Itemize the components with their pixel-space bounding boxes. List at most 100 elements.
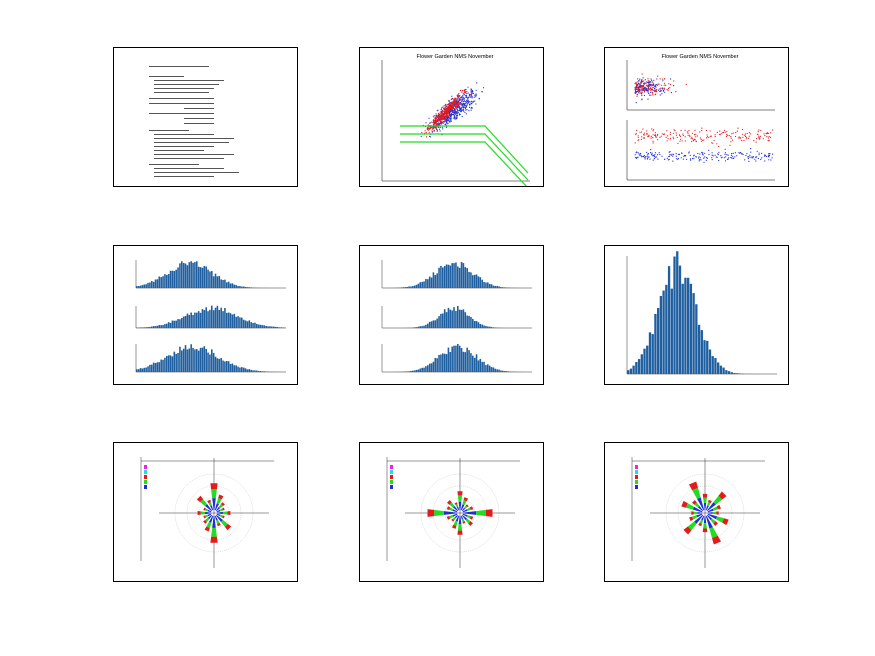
data-point (644, 82, 646, 84)
rose-wedge (712, 506, 718, 511)
data-point (653, 158, 655, 160)
data-point (465, 105, 467, 107)
data-point (727, 158, 729, 160)
histogram-bar (207, 311, 209, 328)
data-point (725, 135, 727, 138)
data-point (665, 136, 667, 138)
rose-wedge (200, 511, 206, 515)
data-point (455, 108, 457, 110)
rose-wedge (469, 506, 474, 510)
data-point (732, 139, 734, 141)
histogram-bar (419, 368, 422, 372)
data-point (459, 97, 461, 99)
data-point (654, 90, 656, 92)
data-point (708, 136, 710, 139)
data-point (703, 139, 705, 141)
histogram-bar (502, 370, 504, 372)
wind-rose-chart (631, 457, 765, 568)
data-point (639, 92, 641, 94)
histogram-bar (445, 264, 448, 288)
data-point (658, 152, 660, 154)
histogram-bar (218, 358, 221, 372)
rose-wedge (689, 516, 694, 522)
data-point (649, 94, 651, 96)
data-point (432, 131, 434, 133)
histogram-bar (203, 310, 206, 328)
data-point (471, 103, 473, 105)
histogram-bar (194, 262, 196, 288)
rose-wedge (712, 511, 717, 515)
data-point (706, 134, 708, 136)
data-point (747, 137, 749, 139)
data-point (659, 78, 661, 80)
data-point (463, 105, 465, 107)
data-point (645, 88, 647, 90)
data-point (643, 132, 645, 134)
data-point (437, 112, 439, 114)
data-point (770, 136, 772, 138)
data-point (446, 104, 448, 106)
histogram-bar (212, 276, 215, 288)
data-point (461, 103, 463, 105)
histogram-bar (197, 266, 200, 288)
data-point (745, 138, 747, 140)
wind-rose-chart (140, 457, 274, 568)
histogram-bar (233, 284, 236, 288)
rose-wedge (204, 526, 210, 532)
histogram-bar (241, 286, 243, 288)
data-point (438, 126, 440, 129)
data-point (700, 140, 702, 142)
data-point (455, 113, 457, 115)
data-point (643, 94, 645, 97)
histogram-bar (222, 360, 224, 372)
data-point (662, 78, 664, 80)
data-point (441, 115, 444, 117)
histogram-bar (494, 368, 497, 372)
data-point (461, 115, 463, 118)
data-point (448, 114, 450, 116)
rose-wedge (224, 523, 232, 531)
histogram-bar (152, 281, 155, 288)
histogram-bar (212, 352, 215, 372)
data-point (645, 155, 647, 158)
data-point (772, 129, 774, 131)
data-point (462, 94, 464, 96)
histogram-bar (681, 283, 684, 374)
histogram-bar (218, 275, 221, 288)
data-point (637, 156, 639, 158)
histogram-bar (498, 369, 500, 372)
data-point (473, 96, 475, 98)
data-point (427, 124, 429, 126)
histogram-bar (199, 267, 202, 288)
histogram-bar (226, 361, 228, 372)
data-point (672, 155, 674, 157)
data-point (647, 136, 649, 138)
data-point (667, 135, 669, 137)
text-line (154, 168, 224, 169)
histogram-bar (209, 271, 211, 288)
data-point (429, 126, 431, 128)
data-point (447, 119, 449, 121)
fit-line (400, 125, 529, 174)
data-point (649, 90, 651, 92)
data-point (649, 84, 651, 86)
data-point (457, 99, 459, 101)
data-point (654, 132, 656, 134)
rose-wedge (697, 497, 705, 511)
data-point (763, 154, 766, 156)
data-point (648, 135, 650, 137)
histogram-bar (700, 330, 703, 374)
rose-wedge (200, 499, 207, 506)
text-line (149, 130, 189, 131)
data-point (429, 136, 432, 138)
rose-wedge (698, 522, 702, 527)
rose-wedge (207, 514, 213, 520)
data-point (640, 155, 642, 157)
histogram-bar (231, 314, 234, 328)
data-point (475, 89, 477, 91)
data-point (429, 127, 431, 130)
rose-wedge (219, 508, 223, 512)
data-point (447, 106, 449, 108)
data-point (440, 120, 443, 122)
data-point (456, 98, 458, 100)
